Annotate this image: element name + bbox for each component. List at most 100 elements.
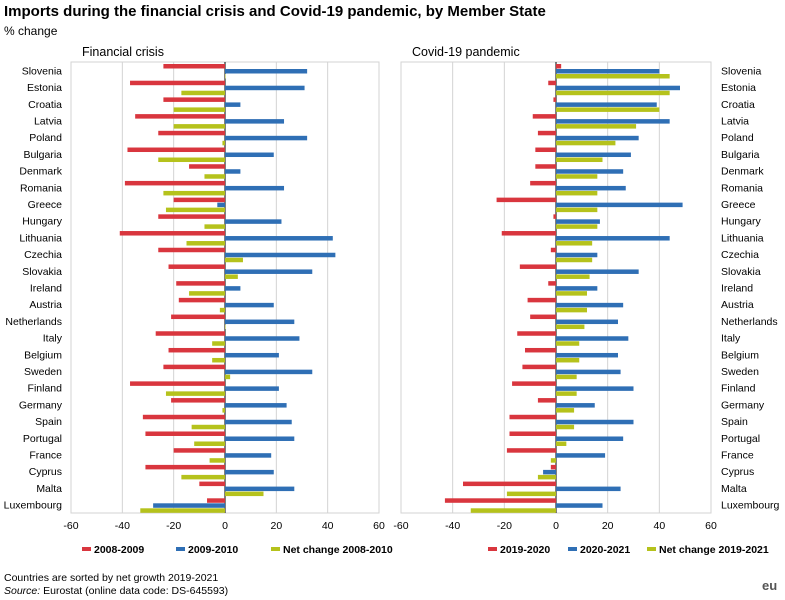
category-label: Cyprus <box>721 466 754 478</box>
bar <box>189 164 225 169</box>
bar <box>550 247 556 253</box>
footnote: Countries are sorted by net growth 2019-… <box>4 572 219 584</box>
bar <box>444 498 556 503</box>
bar <box>556 69 660 74</box>
bar <box>163 364 225 370</box>
bar <box>225 169 241 174</box>
bar <box>189 291 225 296</box>
bar <box>130 381 225 386</box>
bar <box>506 491 556 497</box>
category-label: Cyprus <box>29 466 62 478</box>
bar <box>173 124 225 129</box>
bar <box>165 391 225 396</box>
category-label: Italy <box>721 333 741 345</box>
category-label: Sweden <box>24 366 62 378</box>
chart-subtitle: % change <box>4 24 58 38</box>
bar <box>165 207 225 213</box>
chart-title: Imports during the financial crisis and … <box>4 3 546 20</box>
legend-swatch <box>647 547 656 551</box>
category-label: Italy <box>43 333 63 345</box>
category-label: Malta <box>36 483 62 495</box>
bar <box>225 119 285 124</box>
bar <box>556 391 577 396</box>
bar <box>204 174 225 179</box>
bar <box>225 453 272 458</box>
bar <box>556 436 624 441</box>
bar <box>522 364 556 370</box>
bar <box>163 190 225 196</box>
category-label: Lithuania <box>721 232 764 244</box>
bar <box>556 441 567 446</box>
bar <box>168 264 225 269</box>
category-label: Luxembourg <box>4 500 63 512</box>
bar <box>127 147 225 153</box>
bar <box>556 352 618 358</box>
category-label: Poland <box>29 132 62 144</box>
bar <box>173 448 225 453</box>
bar <box>548 281 556 286</box>
bar <box>556 302 624 308</box>
x-tick-label: -60 <box>63 520 78 532</box>
category-label: Croatia <box>721 99 755 111</box>
category-label: Greece <box>721 199 756 211</box>
legend-swatch <box>568 547 577 551</box>
legend-label: 2009-2010 <box>188 544 238 556</box>
bar <box>537 130 556 136</box>
bar <box>225 219 282 224</box>
bar <box>225 469 274 475</box>
bar <box>225 257 243 263</box>
bar <box>178 297 225 303</box>
bar <box>194 441 225 446</box>
bar <box>171 398 225 403</box>
bar <box>556 374 577 380</box>
x-tick-label: -60 <box>393 520 408 532</box>
bar <box>225 74 226 79</box>
bar <box>191 424 225 430</box>
category-label: Croatia <box>28 99 62 111</box>
bar <box>556 219 600 224</box>
category-label: France <box>29 450 62 462</box>
category-label: Poland <box>721 132 754 144</box>
category-label: Belgium <box>721 349 759 361</box>
category-label: Hungary <box>721 216 761 228</box>
bar <box>537 398 556 403</box>
bar <box>556 257 593 263</box>
bar <box>556 85 680 91</box>
category-label: Finland <box>28 383 63 395</box>
bar <box>145 464 225 470</box>
panel-title: Financial crisis <box>82 45 164 59</box>
bar <box>158 157 225 163</box>
x-tick-label: -40 <box>115 520 130 532</box>
category-label: Luxembourg <box>721 500 780 512</box>
bar <box>530 180 556 186</box>
category-label: Bulgaria <box>721 149 760 161</box>
bar <box>556 152 631 158</box>
bar <box>225 436 295 441</box>
bar <box>506 448 556 453</box>
category-label: Slovenia <box>22 65 62 77</box>
x-tick-label: 40 <box>653 520 665 532</box>
bar <box>225 274 238 279</box>
bar <box>535 164 556 169</box>
category-label: Ireland <box>30 283 62 295</box>
bar <box>186 241 225 246</box>
category-label: Spain <box>35 416 62 428</box>
legend-label: Net change 2019-2021 <box>659 544 769 556</box>
bar <box>556 252 598 258</box>
bar <box>142 414 225 420</box>
category-label: Belgium <box>24 349 62 361</box>
bar <box>212 341 225 346</box>
bar <box>556 135 639 141</box>
bar <box>556 336 629 341</box>
category-label: Slovakia <box>721 266 761 278</box>
category-label: Germany <box>721 399 765 411</box>
category-label: Slovenia <box>721 65 761 77</box>
bar <box>556 107 660 112</box>
bar <box>181 474 225 480</box>
bar <box>225 269 313 274</box>
bar <box>225 403 287 408</box>
bar <box>535 147 556 153</box>
bar <box>556 90 670 96</box>
bar <box>225 152 274 158</box>
